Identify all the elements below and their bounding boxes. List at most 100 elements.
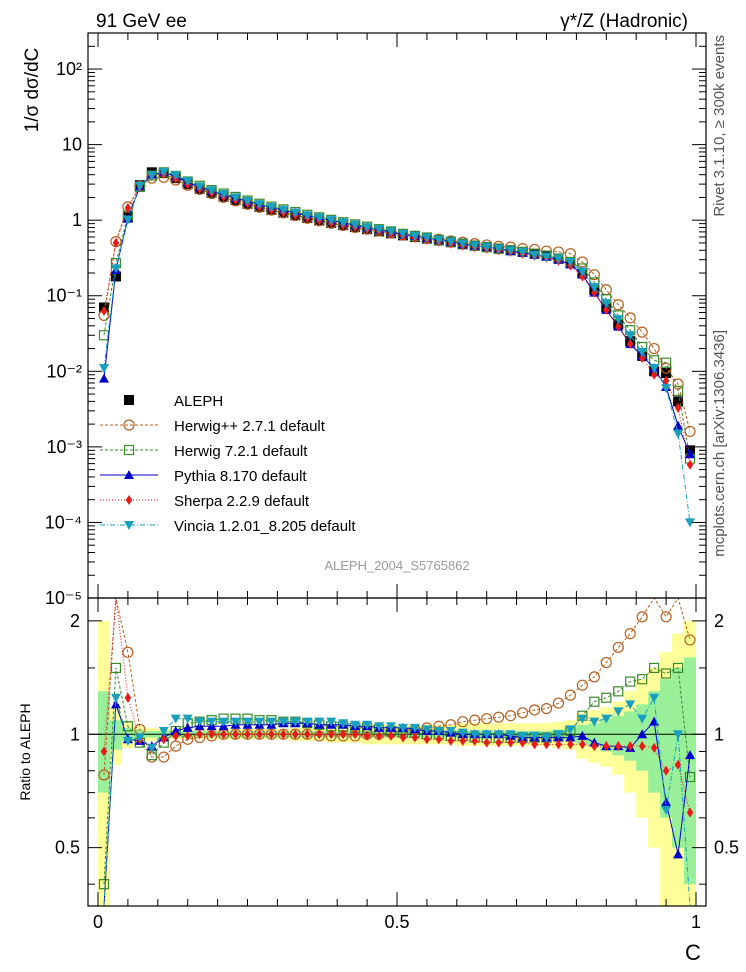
main-point — [110, 271, 121, 282]
ratio-band-inner — [98, 657, 696, 885]
main-point — [254, 200, 265, 210]
main-point — [650, 369, 658, 380]
main-ytick-label: 10 — [62, 135, 82, 155]
ratio-point — [316, 729, 323, 740]
ratio-point — [292, 729, 299, 740]
main-point — [266, 203, 277, 213]
main-point — [517, 247, 528, 257]
legend: ALEPH Herwig++ 2.7.1 default Herwig 7.2.1 … — [100, 393, 356, 535]
main-point — [409, 231, 420, 241]
ratio-xtick-label: 0 — [93, 912, 103, 932]
main-point — [626, 338, 634, 349]
legend-marker — [123, 444, 135, 456]
ratio-point — [362, 720, 373, 730]
main-point — [648, 342, 660, 355]
ratio-point — [457, 716, 469, 728]
ratio-point — [577, 714, 588, 724]
ratio-point — [673, 730, 684, 740]
main-point — [445, 237, 456, 247]
ratio-point — [314, 717, 325, 727]
legend-label: Herwig++ 2.7.1 default — [174, 418, 326, 435]
ratio-point — [194, 717, 205, 727]
ratio-point — [579, 739, 586, 750]
main-point — [493, 244, 504, 254]
main-point — [218, 190, 229, 200]
main-point — [100, 305, 108, 316]
main-point — [613, 315, 624, 325]
ratio-point — [637, 729, 648, 739]
ratio-point — [553, 730, 564, 740]
main-point — [565, 257, 576, 267]
main-ytick-label: 10² — [56, 59, 82, 79]
ratio-point — [124, 692, 132, 703]
ratio-ytick-label-right: 1 — [714, 724, 724, 744]
ratio-point — [660, 611, 672, 623]
main-point — [615, 321, 622, 332]
ratio-point — [208, 729, 215, 740]
main-ytick-label: 10⁻³ — [46, 437, 82, 457]
ratio-point — [457, 728, 468, 738]
main-point — [374, 225, 385, 235]
ratio-point — [613, 707, 624, 717]
ratio-point — [339, 729, 347, 740]
ratio-point — [98, 769, 110, 781]
ratio-point — [146, 743, 157, 753]
ratio-point — [493, 730, 504, 740]
ratio-point — [650, 742, 658, 753]
ratio-point — [172, 730, 179, 741]
main-point — [685, 518, 696, 528]
ratio-point — [662, 765, 670, 776]
main-point — [481, 243, 492, 253]
rivet-label: Rivet 3.1.10, ≥ 300k events — [711, 35, 728, 217]
main-point — [98, 373, 109, 383]
ratio-point — [409, 723, 420, 733]
ratio-point — [507, 737, 514, 748]
ratio-point — [110, 693, 121, 703]
ratio-point — [673, 849, 684, 859]
main-point — [603, 304, 610, 315]
ratio-point — [613, 686, 624, 697]
main-point — [158, 167, 169, 177]
main-point — [112, 237, 120, 248]
main-point — [290, 208, 301, 218]
ratio-point — [529, 731, 540, 741]
ratio-point — [242, 717, 253, 727]
main-point — [326, 216, 337, 226]
legend-label: Pythia 8.170 default — [174, 468, 307, 485]
legend-label: Vincia 1.2.01_8.205 default — [174, 518, 356, 535]
main-point — [362, 223, 373, 233]
main-point — [314, 213, 325, 223]
main-point — [649, 364, 660, 374]
ratio-band-outer — [98, 620, 696, 906]
main-ytick-label: 1 — [72, 210, 82, 230]
ratio-point — [363, 730, 371, 741]
ratio-point — [612, 641, 624, 654]
legend-marker — [123, 419, 135, 431]
ratio-ytick-label-right: 0.5 — [714, 838, 739, 858]
ratio-point — [481, 730, 492, 740]
analysis-label: ALEPH_2004_S5765862 — [324, 558, 469, 573]
ratio-point — [674, 759, 682, 770]
ratio-point — [531, 739, 538, 750]
ratio-point — [232, 729, 239, 740]
header-right: γ*/Z (Hadronic) — [560, 11, 688, 32]
ratio-point — [624, 628, 636, 640]
main-point — [386, 227, 397, 237]
ratio-point — [576, 679, 588, 691]
main-point — [662, 375, 670, 386]
main-ytick-label: 10⁻² — [46, 361, 82, 381]
ratio-point — [170, 740, 182, 752]
ratio-point — [495, 737, 502, 748]
ratio-ytick-label: 1 — [70, 724, 80, 744]
ratio-point — [516, 707, 529, 719]
main-point — [397, 229, 408, 239]
main-point — [685, 449, 696, 459]
main-point — [122, 215, 133, 225]
ratio-xtick-label: 1 — [691, 912, 701, 932]
main-ytick-label: 10⁻⁵ — [45, 588, 82, 608]
ratio-point — [517, 731, 528, 741]
main-point — [421, 233, 432, 243]
main-point — [686, 459, 694, 470]
main-point — [302, 211, 313, 221]
main-point — [134, 181, 145, 191]
